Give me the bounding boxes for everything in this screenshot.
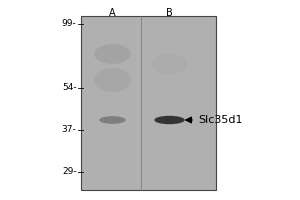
Ellipse shape — [94, 68, 131, 92]
Ellipse shape — [94, 44, 131, 64]
Ellipse shape — [99, 116, 126, 124]
Text: A: A — [109, 8, 116, 18]
Ellipse shape — [154, 116, 185, 124]
Text: 37-: 37- — [62, 126, 76, 134]
Text: 29-: 29- — [62, 168, 76, 176]
Text: B: B — [166, 8, 173, 18]
Ellipse shape — [152, 54, 187, 74]
Text: 54-: 54- — [62, 83, 76, 92]
Bar — [81, 16, 216, 190]
Text: 99-: 99- — [62, 20, 76, 28]
Text: Slc35d1: Slc35d1 — [198, 115, 242, 125]
